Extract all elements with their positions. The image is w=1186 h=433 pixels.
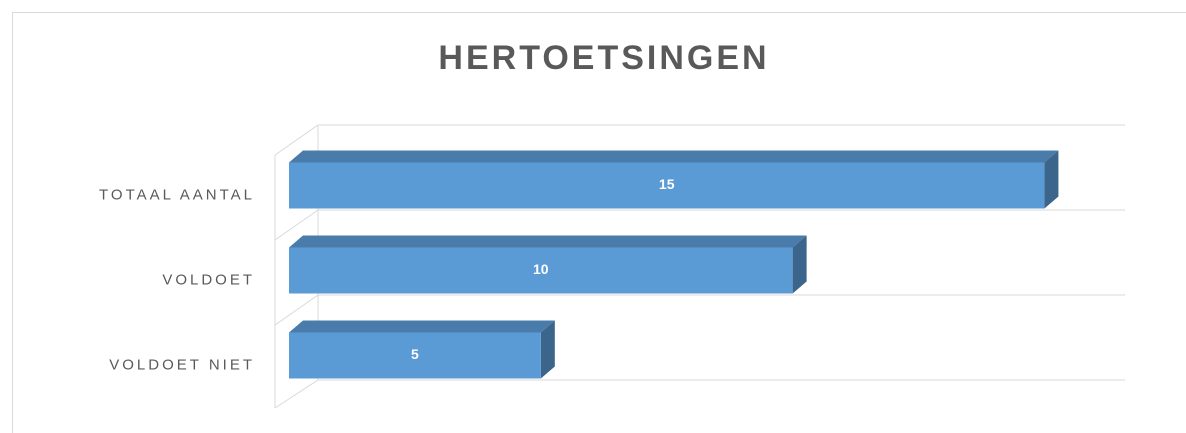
bar xyxy=(289,162,1045,209)
category-label: TOTAAL AANTAL xyxy=(99,186,255,203)
chart-title: HERTOETSINGEN xyxy=(438,39,769,77)
value-label: 5 xyxy=(411,346,419,362)
bar-side xyxy=(1044,150,1059,209)
category-label: VOLDOET xyxy=(162,271,255,288)
grid-line xyxy=(274,294,319,326)
grid-line xyxy=(274,379,319,409)
bar-side xyxy=(540,320,555,379)
bar-top xyxy=(289,320,555,333)
bar-side xyxy=(792,235,807,294)
bar xyxy=(289,247,793,294)
bar-top xyxy=(289,235,807,248)
bar xyxy=(289,332,541,379)
bar-top xyxy=(289,150,1059,163)
value-label: 15 xyxy=(659,176,675,192)
grid-line xyxy=(274,209,319,241)
value-label: 10 xyxy=(533,261,549,277)
grid-line xyxy=(274,124,319,156)
chart-frame xyxy=(12,12,1186,433)
category-label: VOLDOET NIET xyxy=(109,356,255,373)
